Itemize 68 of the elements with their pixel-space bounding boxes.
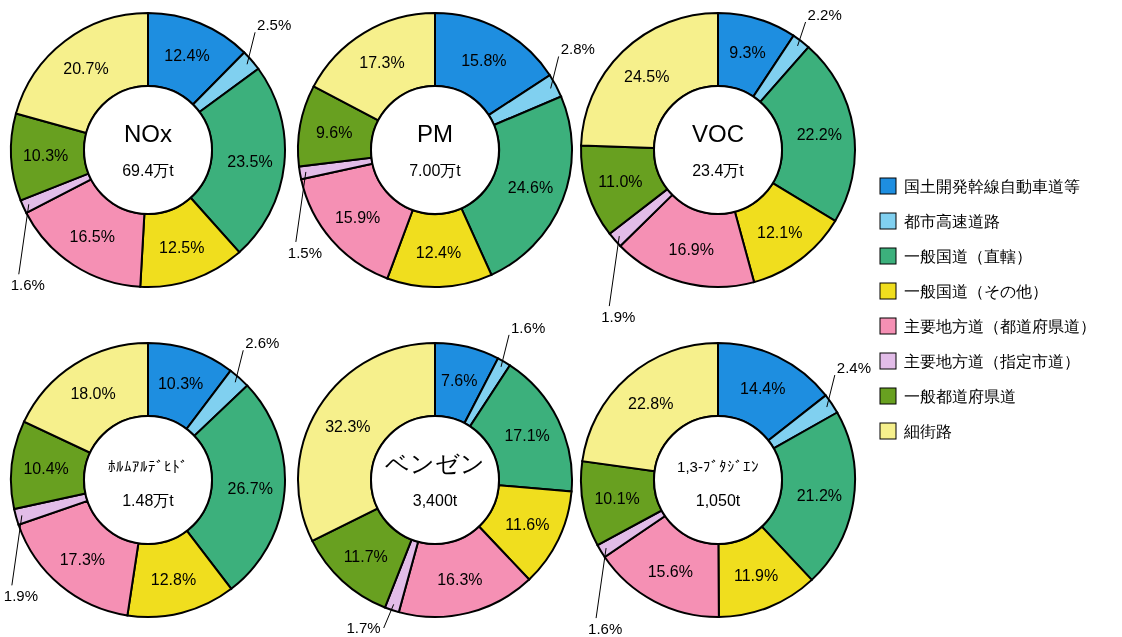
legend-label: 主要地方道（都道府県道） xyxy=(904,318,1096,335)
text: 69.4万t xyxy=(122,162,175,179)
data-label: 1.6% xyxy=(10,276,45,294)
data-label: 12.4% xyxy=(415,244,462,262)
legend-label: 主要地方道（指定市道） xyxy=(904,353,1080,370)
data-label: 24.5% xyxy=(624,68,670,86)
legend-label: 国土開発幹線自動車道等 xyxy=(904,178,1080,195)
text: PM xyxy=(417,120,453,147)
data-label: 9.6% xyxy=(315,123,353,141)
data-label: 1.9% xyxy=(601,308,636,326)
legend-label: 都市高速道路 xyxy=(904,213,1000,230)
data-label: 22.8% xyxy=(628,394,674,412)
data-label: 15.6% xyxy=(647,562,694,580)
data-label: 12.1% xyxy=(757,223,803,241)
data-label: 11.0% xyxy=(598,173,643,191)
data-label: 1.5% xyxy=(287,243,323,261)
data-label: 16.3% xyxy=(437,571,483,589)
data-label: 21.2% xyxy=(796,487,843,505)
data-label: 14.4% xyxy=(740,379,786,397)
text: ベンゼン xyxy=(385,450,485,477)
data-label: 11.6% xyxy=(505,516,550,534)
text: 1,3-ﾌﾞﾀｼﾞｴﾝ xyxy=(677,458,759,475)
data-label: 10.3% xyxy=(157,374,204,392)
data-label: 12.8% xyxy=(150,571,197,589)
data-label: 10.1% xyxy=(594,490,640,508)
legend-label: 一般都道府県道 xyxy=(904,388,1016,405)
text: ﾎﾙﾑｱﾙﾃﾞﾋﾄﾞ xyxy=(108,458,188,475)
data-label: 2.5% xyxy=(257,16,292,34)
text: 1,050t xyxy=(695,492,741,509)
data-label: 2.2% xyxy=(807,6,842,23)
legend-label: 細街路 xyxy=(903,423,952,440)
data-label: 12.5% xyxy=(159,238,205,256)
data-label: 2.8% xyxy=(560,40,595,58)
data-label: 18.0% xyxy=(70,385,116,403)
data-label: 15.8% xyxy=(461,51,507,69)
data-label: 26.7% xyxy=(227,480,273,498)
data-label: 24.6% xyxy=(507,179,554,197)
data-label: 23.5% xyxy=(227,152,273,170)
legend-label: 一般国道（その他） xyxy=(904,283,1048,300)
data-label: 10.4% xyxy=(23,460,69,478)
text: NOx xyxy=(124,120,172,147)
data-label: 2.4% xyxy=(836,359,872,377)
data-label: 17.3% xyxy=(359,54,405,72)
data-label: 1.7% xyxy=(346,619,381,636)
data-label: 11.7% xyxy=(343,547,388,565)
data-label: 2.6% xyxy=(245,334,280,352)
data-label: 11.9% xyxy=(733,567,779,585)
data-label: 16.9% xyxy=(668,240,714,258)
data-label: 1.6% xyxy=(588,620,623,637)
text: 7.00万t xyxy=(409,162,462,179)
data-label: 22.2% xyxy=(796,126,842,144)
text: 3,400t xyxy=(412,492,458,509)
legend-label: 一般国道（直轄） xyxy=(904,248,1032,265)
data-label: 20.7% xyxy=(63,60,109,78)
data-label: 32.3% xyxy=(325,417,371,435)
data-label: 10.3% xyxy=(22,147,69,165)
data-label: 12.4% xyxy=(164,47,210,65)
text: VOC xyxy=(691,120,745,147)
data-label: 15.9% xyxy=(334,209,381,227)
data-label: 17.3% xyxy=(59,550,106,568)
text: 1.48万t xyxy=(122,492,175,509)
data-label: 1.9% xyxy=(3,587,39,605)
data-label: 16.5% xyxy=(69,228,115,246)
text: 23.4万t xyxy=(692,162,745,179)
data-label: 1.6% xyxy=(511,318,546,336)
data-label: 17.1% xyxy=(504,427,550,445)
data-label: 9.3% xyxy=(729,43,766,61)
data-label: 7.6% xyxy=(441,372,478,390)
